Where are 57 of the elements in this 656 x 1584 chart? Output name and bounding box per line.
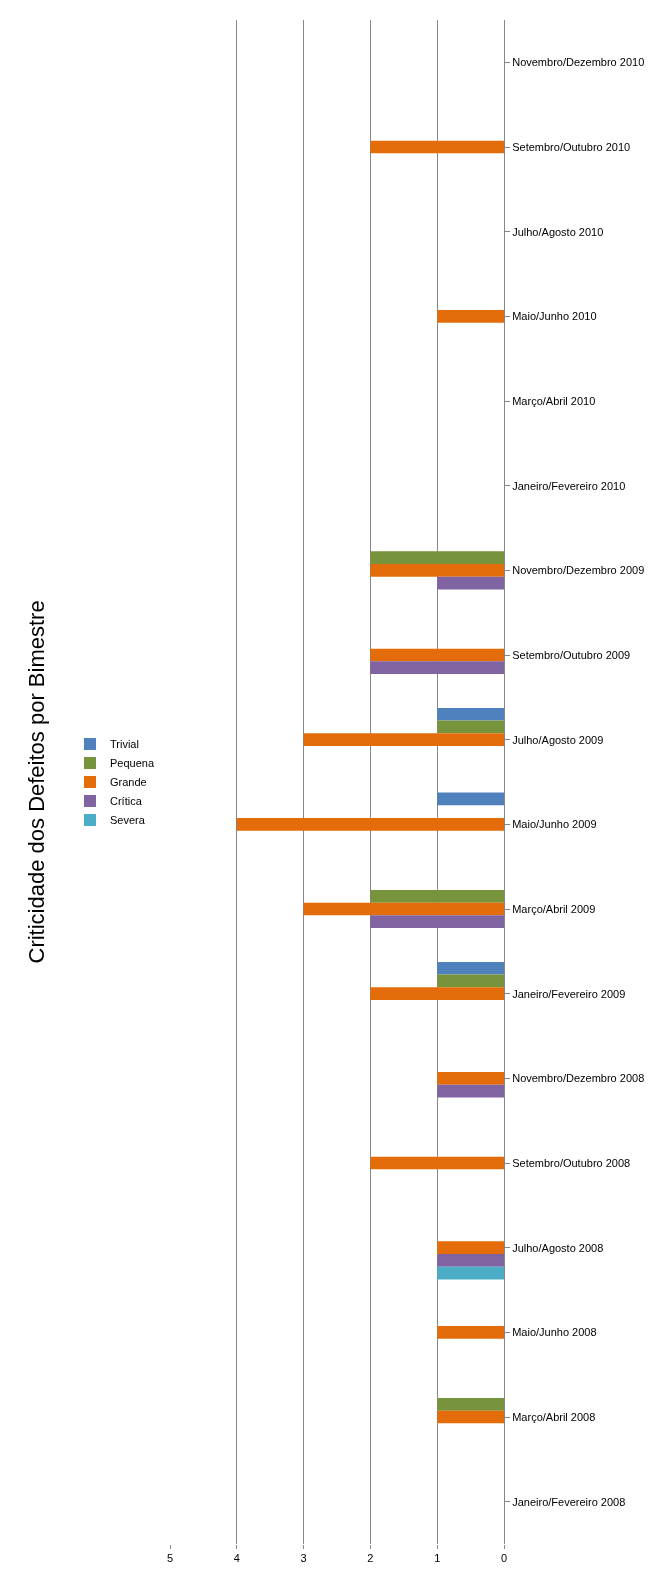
legend-label: Trivial <box>109 738 139 751</box>
legend-label: Severa <box>109 814 146 827</box>
y-tick-label: Março/Abril 2008 <box>512 1410 596 1423</box>
bar <box>437 1241 504 1255</box>
bar <box>370 889 504 903</box>
y-tick-label: Novembro/Dezembro 2009 <box>512 564 645 577</box>
y-tick-label: Setembro/Outubro 2010 <box>512 140 631 153</box>
y-tick-label: Novembro/Dezembro 2008 <box>512 1072 645 1085</box>
text: Criticidade dos Defeitos por Bimestre <box>23 600 49 964</box>
bar <box>437 1410 504 1424</box>
bar <box>370 648 504 662</box>
y-tick-label: Maio/Junho 2008 <box>512 1326 597 1339</box>
bar <box>437 792 504 806</box>
legend-label: Grande <box>109 776 147 789</box>
x-tick-label: 3 <box>300 1552 307 1565</box>
x-tick-label: 2 <box>367 1552 374 1565</box>
bar <box>370 661 504 675</box>
y-tick-label: Maio/Junho 2010 <box>512 310 597 323</box>
bar <box>437 1254 504 1267</box>
y-tick-label: Setembro/Outubro 2008 <box>512 1156 631 1169</box>
bar <box>437 1325 504 1339</box>
legend-label: Pequena <box>109 757 155 770</box>
bar <box>437 1397 504 1411</box>
bar <box>437 707 504 721</box>
bar <box>370 915 504 929</box>
bar <box>437 1084 504 1098</box>
legend-label: Crítica <box>109 795 143 808</box>
bar <box>370 140 504 154</box>
y-tick-label: Julho/Agosto 2008 <box>512 1241 604 1254</box>
x-tick-label: 5 <box>166 1552 174 1565</box>
y-tick-label: Janeiro/Fevereiro 2009 <box>512 987 626 1000</box>
bar <box>303 902 504 916</box>
y-tick-label: Janeiro/Fevereiro 2008 <box>512 1495 626 1508</box>
bar <box>370 551 504 564</box>
bar <box>437 961 504 975</box>
bar <box>236 817 504 831</box>
bar <box>370 1156 504 1170</box>
bar <box>437 1071 504 1085</box>
y-tick-label: Setembro/Outubro 2009 <box>512 648 631 661</box>
bar <box>370 563 504 577</box>
y-tick-label: Março/Abril 2009 <box>512 902 596 915</box>
y-tick-label: Julho/Agosto 2009 <box>512 733 604 746</box>
bar <box>437 1266 504 1280</box>
y-tick-label: Novembro/Dezembro 2010 <box>512 56 645 69</box>
y-tick-label: Março/Abril 2010 <box>512 394 596 407</box>
bar <box>437 576 504 590</box>
bar <box>437 720 504 734</box>
bar <box>437 974 504 988</box>
x-tick-label: 4 <box>233 1552 240 1565</box>
y-tick-label: Julho/Agosto 2010 <box>512 225 604 238</box>
bar <box>370 987 504 1001</box>
bar <box>303 733 504 747</box>
y-tick-label: Maio/Junho 2009 <box>512 818 597 831</box>
bar <box>437 309 504 323</box>
x-tick-label: 0 <box>500 1552 508 1565</box>
x-tick-label: 1 <box>434 1552 441 1565</box>
y-tick-label: Janeiro/Fevereiro 2010 <box>512 479 626 492</box>
